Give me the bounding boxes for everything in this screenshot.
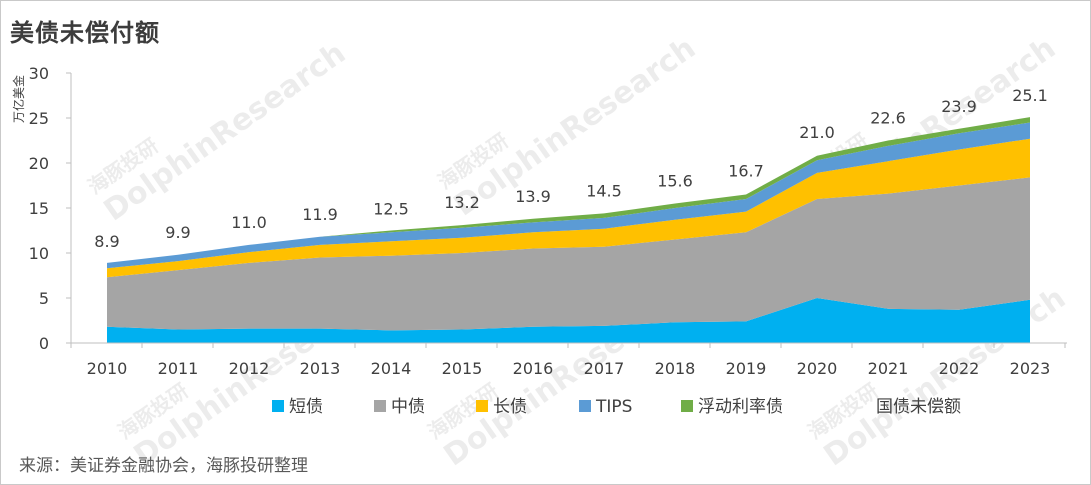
x-tick-label: 2012 — [229, 359, 270, 378]
y-tick-label: 10 — [29, 244, 49, 263]
y-tick-label: 25 — [29, 109, 49, 128]
x-tick-label: 2017 — [584, 359, 625, 378]
y-tick-label: 30 — [29, 64, 49, 83]
legend-label: 中债 — [391, 397, 425, 417]
total-data-label: 21.0 — [799, 123, 835, 142]
total-data-label: 11.0 — [231, 213, 267, 232]
legend-swatch — [476, 400, 488, 412]
x-tick-label: 2013 — [300, 359, 341, 378]
x-tick-label: 2023 — [1010, 359, 1051, 378]
legend-swatch — [579, 400, 591, 412]
area-series-0 — [107, 298, 1030, 343]
area-series-2 — [107, 138, 1030, 278]
total-data-label: 11.9 — [302, 205, 338, 224]
x-tick-label: 2022 — [939, 359, 980, 378]
legend-swatch — [374, 400, 386, 412]
x-tick-label: 2010 — [87, 359, 128, 378]
legend-label: 浮动利率债 — [698, 397, 783, 417]
y-tick-label: 15 — [29, 199, 49, 218]
area-series-1 — [107, 177, 1030, 331]
legend-swatch — [272, 400, 284, 412]
total-data-label: 13.9 — [515, 187, 551, 206]
x-tick-label: 2016 — [513, 359, 554, 378]
total-data-label: 22.6 — [870, 109, 906, 128]
legend-label: 长债 — [493, 397, 527, 417]
x-tick-label: 2014 — [371, 359, 412, 378]
x-tick-label: 2019 — [726, 359, 767, 378]
x-tick-label: 2020 — [797, 359, 838, 378]
total-data-label: 9.9 — [165, 223, 190, 242]
x-tick-label: 2015 — [442, 359, 483, 378]
area-series-3 — [107, 122, 1030, 269]
y-tick-label: 0 — [39, 334, 49, 353]
x-tick-label: 2018 — [655, 359, 696, 378]
y-axis-label: 万亿美金 — [11, 75, 26, 123]
legend-label: 短债 — [289, 397, 323, 417]
total-data-label: 23.9 — [941, 97, 977, 116]
total-data-label: 15.6 — [657, 172, 693, 191]
total-data-label: 14.5 — [586, 182, 622, 201]
total-data-label: 16.7 — [728, 162, 764, 181]
legend-label: TIPS — [595, 397, 632, 417]
y-tick-label: 5 — [39, 289, 49, 308]
total-data-label: 8.9 — [94, 232, 119, 251]
total-data-label: 12.5 — [373, 200, 409, 219]
legend-label: 国债未偿额 — [876, 397, 961, 417]
chart-title: 美债未偿付额 — [10, 19, 160, 47]
x-tick-label: 2011 — [158, 359, 199, 378]
source-note: 来源：美证券金融协会，海豚投研整理 — [19, 456, 308, 476]
total-data-label: 25.1 — [1012, 86, 1048, 105]
total-data-label: 13.2 — [444, 193, 480, 212]
legend-swatch — [681, 400, 693, 412]
x-tick-label: 2021 — [868, 359, 909, 378]
y-tick-label: 20 — [29, 154, 49, 173]
